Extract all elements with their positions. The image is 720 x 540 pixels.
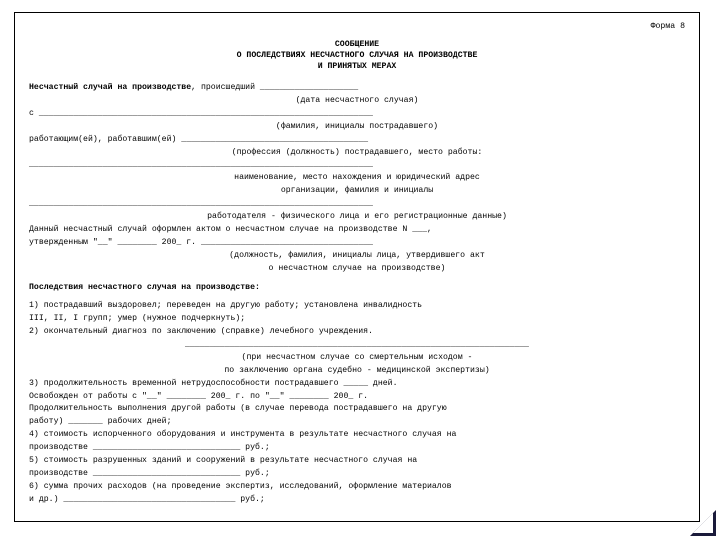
form-number: Форма 8 — [29, 21, 685, 33]
doc-title: СООБЩЕНИЕ О ПОСЛЕДСТВИЯХ НЕСЧАСТНОГО СЛУ… — [29, 39, 685, 72]
page-curl-icon — [690, 510, 716, 536]
